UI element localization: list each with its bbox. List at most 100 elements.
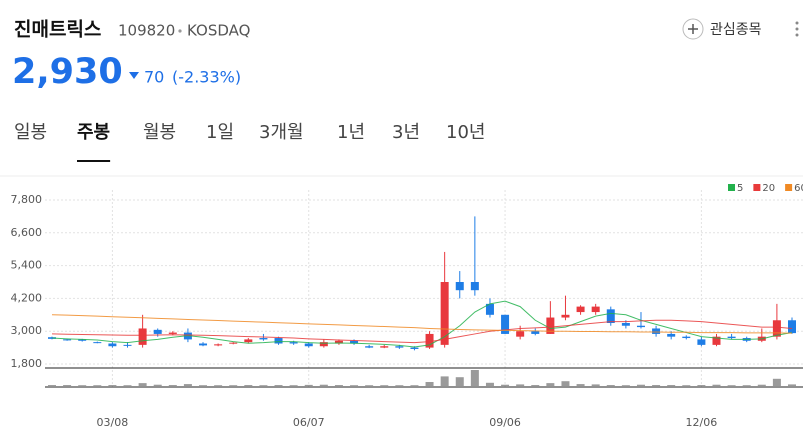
volume-bar [304, 384, 313, 386]
period-tab[interactable]: 일봉 [14, 122, 47, 143]
moving-average [51, 314, 793, 334]
candle-body [259, 338, 268, 340]
period-tab[interactable]: 월봉 [143, 122, 176, 143]
candle-body [153, 329, 162, 334]
candle-body [682, 336, 691, 339]
candle-body [516, 331, 525, 337]
volume-bar [591, 384, 600, 386]
candle-body [636, 325, 645, 328]
period-tab[interactable]: 3개월 [259, 122, 304, 143]
volume-bar [652, 385, 661, 386]
candle-body [274, 338, 283, 344]
volume-bar [108, 385, 117, 386]
volume-bar [531, 385, 540, 386]
volume-bar [93, 385, 102, 386]
x-tick-label: 12/06 [686, 416, 718, 429]
candle-body [334, 340, 343, 344]
y-tick-label: 1,800 [11, 357, 43, 370]
candle-body [365, 346, 374, 348]
period-tab[interactable]: 3년 [392, 122, 420, 143]
volume-bar [576, 384, 585, 386]
price-change: 70 [144, 68, 164, 87]
period-tab[interactable]: 10년 [446, 122, 485, 143]
volume-bar [350, 385, 359, 386]
candle-body [667, 333, 676, 337]
volume-bar [788, 384, 796, 386]
candle-body [199, 343, 208, 346]
legend-label: 20 [762, 183, 775, 194]
volume-bar [63, 385, 72, 386]
volume-bar [138, 383, 147, 386]
volume-bar [395, 385, 404, 386]
period-tab[interactable]: 1년 [337, 122, 365, 143]
chart: 1,800 3,000 4,200 5,400 6,600 7,800 03/08 06/07… [11, 183, 803, 429]
volume-bar [470, 370, 479, 386]
volume-bar [334, 385, 343, 386]
volume-bar [229, 385, 238, 386]
volume-bar [183, 384, 192, 386]
candle-body [304, 343, 313, 347]
y-tick-label: 3,000 [11, 324, 43, 337]
down-arrow [129, 72, 139, 79]
volume-bar [48, 385, 56, 386]
period-tab[interactable]: 1일 [206, 122, 234, 143]
volume-bar [727, 385, 736, 386]
candle-body [440, 282, 449, 345]
separator-dot [178, 29, 182, 33]
period-tab[interactable]: 주봉 [77, 122, 110, 143]
volume-bar [425, 382, 434, 386]
volume-bar [168, 385, 177, 386]
candle-body [244, 339, 253, 343]
legend-swatch [753, 184, 761, 191]
candle-body [123, 344, 132, 346]
candle-body [501, 314, 510, 334]
volume-bar [214, 385, 223, 386]
volume-bar [380, 385, 389, 386]
candle-body [108, 343, 117, 347]
candle-body [214, 344, 223, 346]
menu-dot [795, 27, 799, 31]
volume-bar [274, 385, 283, 386]
volume-bar [259, 385, 268, 386]
candle-body [78, 339, 87, 341]
volume-bar [636, 384, 645, 386]
volume-bar [365, 385, 374, 386]
volume-bar [501, 384, 510, 386]
candle-body [652, 328, 661, 334]
x-tick-label: 06/07 [293, 416, 325, 429]
volume-bar [621, 385, 630, 386]
price: 2,930 [12, 52, 123, 92]
candle-body [410, 347, 419, 349]
stock-code: 109820 [118, 22, 175, 40]
volume-bar [606, 385, 615, 386]
candle-body [63, 339, 72, 341]
candle-body [138, 328, 147, 345]
candle-body [546, 317, 555, 334]
volume-bar [455, 377, 464, 386]
volume-bar [123, 385, 132, 386]
price-change-pct: (-2.33%) [172, 68, 241, 87]
more-menu[interactable] [795, 21, 799, 37]
y-tick-label: 6,600 [11, 226, 43, 239]
volume-bar [440, 376, 449, 386]
volume-bar [667, 385, 676, 386]
x-tick-label: 03/08 [97, 416, 129, 429]
candle-body [606, 309, 615, 323]
candle-body [229, 342, 238, 344]
volume-bar [244, 385, 253, 386]
volume-bar [485, 382, 494, 386]
menu-dot [795, 33, 799, 37]
candle-body [531, 331, 540, 334]
candle-body [350, 340, 359, 344]
y-tick-label: 7,800 [11, 193, 43, 206]
menu-dot [795, 21, 799, 25]
volume-bar [757, 384, 766, 386]
candle-body [727, 336, 736, 339]
watch-button[interactable]: 관심종목 [682, 18, 762, 40]
candle-body [319, 342, 328, 347]
volume-bar [712, 384, 721, 386]
candle-body [561, 314, 570, 318]
volume-bar [682, 385, 691, 386]
